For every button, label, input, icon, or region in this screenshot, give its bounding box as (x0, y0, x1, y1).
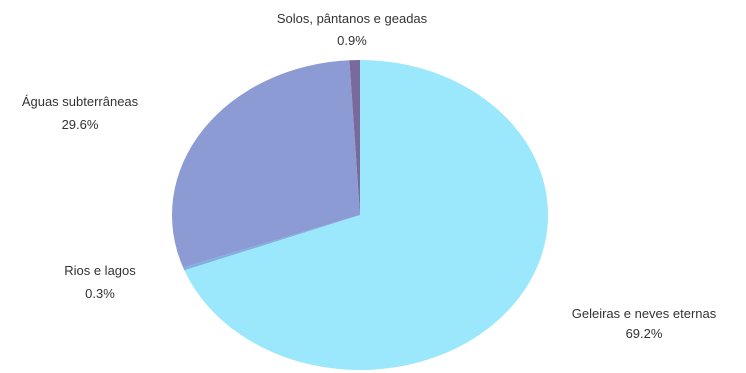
slice-name: Águas subterrâneas (22, 94, 139, 109)
pie-slice-4 (349, 60, 360, 215)
slice-name: Geleiras e neves eternas (572, 306, 717, 321)
slice-percent: 0.9% (337, 33, 367, 48)
pie-slice-1 (184, 59, 549, 370)
slice-label-solos: Solos, pântanos e geadas 0.9% (277, 11, 428, 48)
pie-slice-3 (171, 60, 360, 268)
pie-slice-2 (183, 215, 360, 271)
pie-slices (171, 59, 549, 370)
slice-label-aguas: Águas subterrâneas 29.6% (22, 94, 139, 132)
slice-name: Solos, pântanos e geadas (277, 11, 428, 26)
slice-label-rios: Rios e lagos 0.3% (64, 263, 136, 301)
slice-percent: 69.2% (626, 326, 663, 341)
slice-percent: 29.6% (62, 117, 99, 132)
slice-percent: 0.3% (85, 286, 115, 301)
slice-name: Rios e lagos (64, 263, 136, 278)
slice-label-geleiras: Geleiras e neves eternas 69.2% (572, 306, 717, 341)
